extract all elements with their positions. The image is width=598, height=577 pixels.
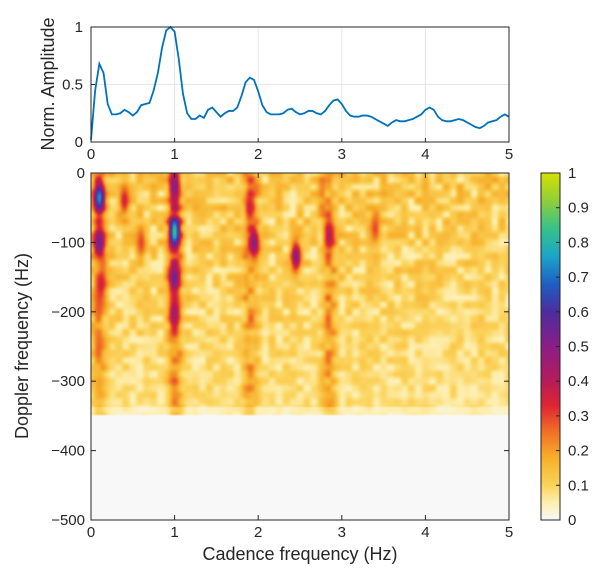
- colorbar-tick-label: 0: [568, 512, 576, 529]
- amplitude-series-line: [90, 25, 510, 140]
- colorbar: 0 0.1 0.2 0.3 0.4 0.5 0.6 0.7 0.8 0.9 1: [540, 165, 589, 529]
- heatmap-y-axis-label: Doppler frequency (Hz): [12, 253, 32, 439]
- amplitude-x-tick-label: 2: [254, 146, 262, 163]
- amplitude-y-ticks: 00.51: [62, 19, 95, 151]
- colorbar-tick-label: 0.6: [568, 304, 589, 321]
- heatmap-x-tick-label: 0: [87, 524, 95, 541]
- colorbar-tick-label: 0.2: [568, 443, 589, 460]
- heatmap-y-tick-label: −200: [51, 304, 85, 321]
- amplitude-y-axis-label: Norm. Amplitude: [38, 17, 58, 150]
- amplitude-x-tick-label: 5: [505, 146, 513, 163]
- amplitude-y-tick-label: 0: [75, 134, 83, 151]
- heatmap-x-tick-label: 1: [170, 524, 178, 541]
- heatmap-x-tick-label: 4: [421, 524, 429, 541]
- amplitude-x-tick-label: 3: [338, 146, 346, 163]
- amplitude-y-tick-label: 1: [75, 19, 83, 36]
- heatmap-axes-box: [90, 172, 510, 521]
- heatmap-y-ticks: 0 −100 −200 −300 −400 −500: [51, 165, 509, 529]
- colorbar-tick-label: 0.5: [568, 339, 589, 356]
- colorbar-tick-label: 1: [568, 165, 576, 182]
- colorbar-tick-label: 0.4: [568, 373, 589, 390]
- heatmap-x-tick-label: 3: [338, 524, 346, 541]
- doppler-heatmap-plot: 0 1 2 3 4 5 0 −100 −200 −300 −400 −500 Cadence fre…: [12, 165, 513, 564]
- colorbar-ticks: 0 0.1 0.2 0.3 0.4 0.5 0.6 0.7 0.8 0.9 1: [556, 165, 589, 529]
- colorbar-tick-label: 0.3: [568, 408, 589, 425]
- heatmap-y-tick-label: −500: [51, 512, 85, 529]
- amplitude-x-tick-label: 4: [421, 146, 429, 163]
- amplitude-grid: [90, 26, 510, 143]
- heatmap-x-ticks: 0 1 2 3 4 5: [87, 173, 513, 541]
- colorbar-tick-label: 0.1: [568, 477, 589, 494]
- colorbar-tick-label: 0.8: [568, 234, 589, 251]
- heatmap-y-tick-label: −400: [51, 443, 85, 460]
- heatmap-x-tick-label: 5: [505, 524, 513, 541]
- heatmap-x-tick-label: 2: [254, 524, 262, 541]
- heatmap-y-tick-label: −300: [51, 373, 85, 390]
- amplitude-x-tick-label: 0: [87, 146, 95, 163]
- colorbar-tick-label: 0.9: [568, 200, 589, 217]
- heatmap-x-axis-label: Cadence frequency (Hz): [202, 544, 397, 564]
- heatmap-y-tick-label: 0: [77, 165, 85, 182]
- amplitude-x-ticks: 0 1 2 3 4 5: [87, 138, 513, 163]
- amplitude-x-tick-label: 1: [170, 146, 178, 163]
- colorbar-tick-label: 0.7: [568, 269, 589, 286]
- amplitude-y-tick-label: 0.5: [62, 77, 83, 94]
- colorbar-gradient: [541, 173, 560, 520]
- doppler-heatmap-image: [91, 173, 509, 520]
- heatmap-y-tick-label: −100: [51, 234, 85, 251]
